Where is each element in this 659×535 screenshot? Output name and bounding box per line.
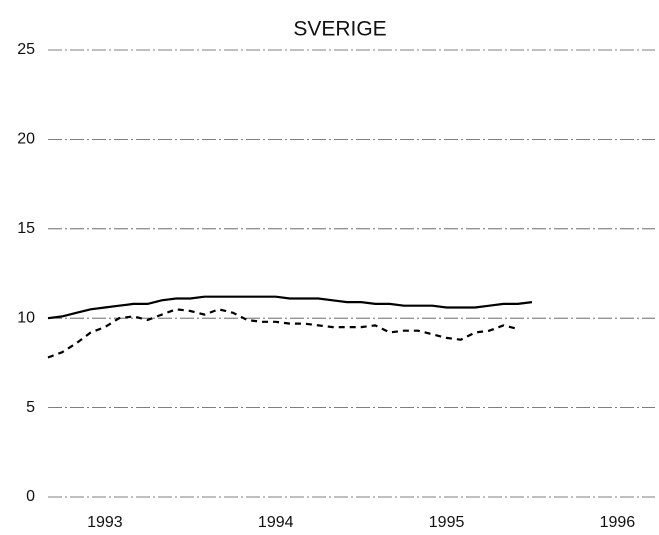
y-tick-label: 20: [17, 131, 35, 148]
chart-title: SVERIGE: [293, 18, 386, 41]
x-tick-label: 1995: [429, 514, 465, 531]
x-tick-label: 1994: [258, 514, 294, 531]
x-tick-label: 1996: [600, 514, 636, 531]
y-tick-label: 0: [26, 488, 35, 505]
y-tick-label: 5: [26, 399, 35, 416]
y-tick-label: 10: [17, 309, 35, 326]
y-tick-label: 15: [17, 220, 35, 237]
series-line: [47, 295, 533, 320]
y-tick-label: 25: [17, 41, 35, 58]
series-line: [47, 308, 519, 359]
x-tick-label: 1993: [87, 514, 123, 531]
